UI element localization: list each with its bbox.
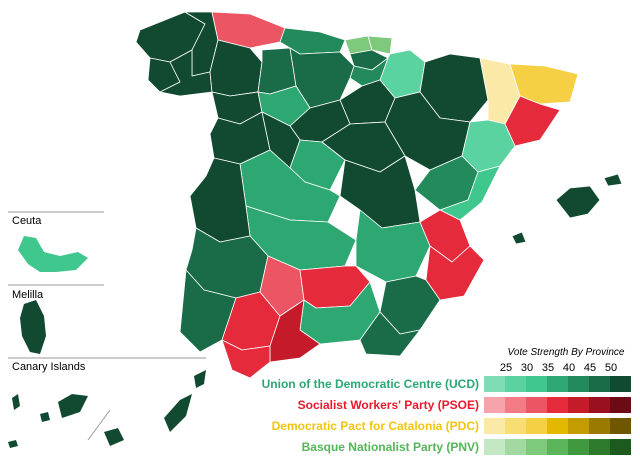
legend-label-pnv: Basque Nationalist Party (PNV) xyxy=(301,440,479,454)
canary-la-palma xyxy=(12,394,20,410)
legend-tick: 35 xyxy=(541,362,555,374)
legend-swatch xyxy=(505,376,526,392)
legend-label-psoe: Socialist Workers' Party (PSOE) xyxy=(297,398,479,412)
legend-swatch xyxy=(505,418,526,434)
canary-lanzarote xyxy=(194,370,206,388)
legend-swatch xyxy=(610,418,631,434)
legend-swatch xyxy=(547,439,568,455)
legend-swatch xyxy=(568,397,589,413)
legend-tick: 30 xyxy=(520,362,534,374)
legend-tick: 45 xyxy=(583,362,597,374)
legend-swatch xyxy=(547,418,568,434)
legend-swatch xyxy=(589,439,610,455)
legend-swatch xyxy=(526,376,547,392)
melilla-territory xyxy=(20,300,46,354)
legend-tick: 40 xyxy=(562,362,576,374)
province-palencia xyxy=(257,47,297,95)
canary-gran-canaria xyxy=(104,428,124,446)
legend-swatch xyxy=(484,376,505,392)
ceuta-territory xyxy=(18,236,88,272)
province-tarragona xyxy=(461,119,516,173)
legend-swatch xyxy=(526,397,547,413)
province-cadiz xyxy=(221,339,271,379)
legend-swatch xyxy=(568,418,589,434)
province-malaga xyxy=(269,299,321,363)
legend-swatch xyxy=(589,397,610,413)
canary-tenerife xyxy=(58,394,88,418)
legend-swatch xyxy=(610,397,631,413)
legend-swatch xyxy=(547,397,568,413)
province-leon xyxy=(209,39,263,97)
canary-la-gomera xyxy=(40,412,50,422)
legend-tick: 50 xyxy=(604,362,618,374)
province-almeria xyxy=(359,311,421,357)
legend-swatch xyxy=(547,376,568,392)
canary-el-hierro xyxy=(8,440,18,448)
legend-swatch xyxy=(589,376,610,392)
legend-row-pnv: Basque Nationalist Party (PNV) xyxy=(0,439,636,457)
legend-row-pdc: Democratic Pact for Catalonia (PDC) xyxy=(0,418,636,436)
canary-fuerteventura xyxy=(164,394,192,432)
province-balearic-ibiza xyxy=(511,231,527,245)
province-balearic-menorca xyxy=(603,173,623,187)
canary-divider xyxy=(87,409,111,441)
legend-swatch xyxy=(505,397,526,413)
legend-row-psoe: Socialist Workers' Party (PSOE) xyxy=(0,397,636,415)
legend-label-ucd: Union of the Democratic Centre (UCD) xyxy=(261,377,479,391)
province-balearic-mallorca xyxy=(555,185,601,219)
ceuta-label: Ceuta xyxy=(12,215,42,227)
legend-swatch xyxy=(484,418,505,434)
legend-swatch xyxy=(568,439,589,455)
legend-swatch xyxy=(484,439,505,455)
legend-swatch xyxy=(610,439,631,455)
legend-swatch xyxy=(589,418,610,434)
legend-title: Vote Strength By Province xyxy=(507,347,625,358)
legend-swatch xyxy=(568,376,589,392)
legend-row-ucd: Union of the Democratic Centre (UCD) xyxy=(0,376,636,394)
legend-swatch xyxy=(484,397,505,413)
legend-tick: 25 xyxy=(499,362,513,374)
canary-islands-label: Canary Islands xyxy=(12,361,86,373)
legend-swatch xyxy=(610,376,631,392)
canary-islands xyxy=(8,370,206,448)
legend-swatch xyxy=(526,439,547,455)
legend-swatch xyxy=(505,439,526,455)
legend-label-pdc: Democratic Pact for Catalonia (PDC) xyxy=(271,419,479,433)
melilla-label: Melilla xyxy=(12,289,44,301)
legend-swatch xyxy=(526,418,547,434)
